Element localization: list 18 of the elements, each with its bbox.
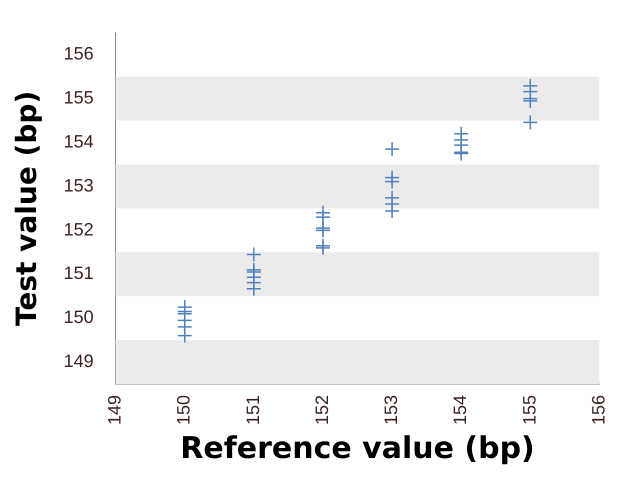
y-tick-label: 154: [64, 132, 94, 152]
x-tick-label: 151: [242, 394, 263, 426]
x-tick-label: 149: [104, 394, 125, 426]
x-tick-label: 155: [519, 394, 540, 426]
y-tick-label: 150: [64, 307, 94, 328]
y-tick-label: 149: [64, 350, 94, 371]
x-tick-label: 150: [174, 394, 194, 426]
x-tick-label: 152: [312, 394, 332, 426]
y-tick-label: 153: [64, 175, 94, 196]
y-tick-label: 156: [64, 44, 94, 64]
y-tick-label: 152: [64, 219, 94, 240]
y-tick-label: 151: [64, 263, 94, 284]
x-tick-label: 156: [588, 394, 608, 426]
x-tick-label: 153: [381, 394, 402, 426]
y-tick-label: 155: [64, 88, 94, 108]
y-axis-title: Test value (bp): [10, 90, 44, 326]
x-axis-title: Reference value (bp): [180, 430, 535, 466]
x-tick-label: 154: [450, 394, 470, 426]
